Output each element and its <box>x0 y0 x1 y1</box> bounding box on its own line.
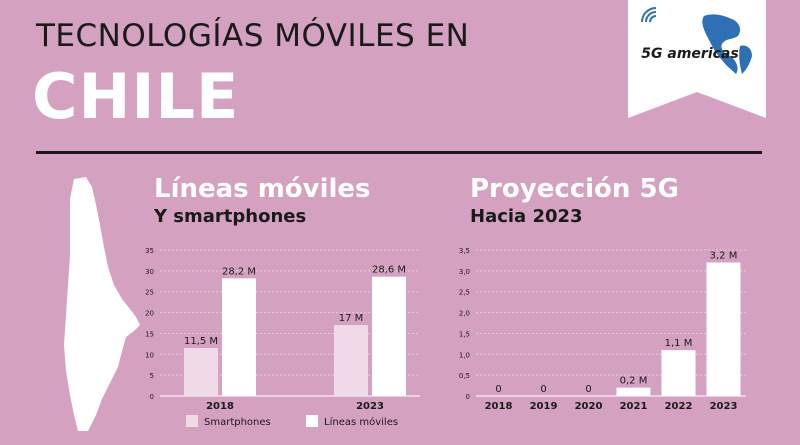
x-tick-label: 2023 <box>710 401 738 412</box>
y-tick-label: 30 <box>145 268 154 276</box>
data-label: 17 M <box>339 313 364 324</box>
bar-smartphones-2023 <box>334 325 368 396</box>
header-title-country: CHILE <box>32 60 240 133</box>
header-divider <box>36 151 762 154</box>
header-title-line1: TECNOLOGÍAS MÓVILES EN <box>36 18 470 54</box>
data-label: 11,5 M <box>184 336 218 347</box>
logo-wordmark: 5G americas <box>641 46 738 62</box>
5g-americas-logo: 5G americas <box>628 0 766 118</box>
data-label: 0 <box>585 384 591 395</box>
y-tick-label: 2,5 <box>459 289 470 297</box>
data-label: 28,2 M <box>222 266 256 277</box>
y-tick-label: 5 <box>150 372 154 380</box>
x-tick-label: 2019 <box>530 401 558 412</box>
y-tick-label: 0 <box>466 393 470 401</box>
x-tick-label: 2021 <box>620 401 648 412</box>
left-section-subtitle: Y smartphones <box>154 206 307 227</box>
y-tick-label: 0,5 <box>459 372 470 380</box>
y-tick-label: 15 <box>145 330 154 338</box>
y-tick-label: 10 <box>145 351 154 359</box>
data-label: 3,2 M <box>710 251 738 262</box>
signal-waves-icon <box>641 7 657 23</box>
left-section-title: Líneas móviles <box>154 174 371 204</box>
data-label: 28,6 M <box>372 265 406 276</box>
lines-smartphones-chart: 0 5 10 15 20 25 30 35 11,5 M 28,2 M 2018 17 M 28,6 M… <box>145 247 420 428</box>
x-tick-label: 2018 <box>206 401 234 412</box>
legend-label: Smartphones <box>204 417 271 428</box>
americas-continent-icon <box>702 14 752 74</box>
y-tick-label: 3,0 <box>459 268 470 276</box>
y-tick-label: 1,0 <box>459 351 470 359</box>
y-tick-label: 35 <box>145 247 154 255</box>
y-tick-label: 0 <box>150 393 154 401</box>
x-tick-label: 2023 <box>356 401 384 412</box>
bar-5g-2023 <box>706 262 741 396</box>
legend-swatch <box>186 415 198 427</box>
bar-lineas-2023 <box>372 276 406 396</box>
y-tick-label: 20 <box>145 310 154 318</box>
x-tick-label: 2018 <box>485 401 513 412</box>
legend-label: Líneas móviles <box>324 416 398 428</box>
data-label: 0,2 M <box>620 376 648 387</box>
bar-5g-2022 <box>661 350 696 396</box>
data-label: 0 <box>540 384 546 395</box>
bar-lineas-2018 <box>222 278 256 396</box>
data-label: 0 <box>495 384 501 395</box>
5g-projection-chart: 0 0,5 1,0 1,5 2,0 2,5 3,0 3,5 0 2018 0 2019 0 2020 0,2… <box>459 247 746 412</box>
y-tick-label: 25 <box>145 289 154 297</box>
legend-swatch <box>306 415 318 427</box>
x-tick-label: 2022 <box>665 401 693 412</box>
y-tick-label: 1,5 <box>459 330 470 338</box>
x-tick-label: 2020 <box>575 401 603 412</box>
right-section-title: Proyección 5G <box>470 174 679 204</box>
bar-smartphones-2018 <box>184 348 218 396</box>
y-tick-label: 3,5 <box>459 247 470 255</box>
data-label: 1,1 M <box>665 338 693 349</box>
bar-5g-2021 <box>616 387 651 396</box>
right-section-subtitle: Hacia 2023 <box>470 206 583 227</box>
chile-map-icon <box>64 177 140 431</box>
y-tick-label: 2,0 <box>459 310 470 318</box>
